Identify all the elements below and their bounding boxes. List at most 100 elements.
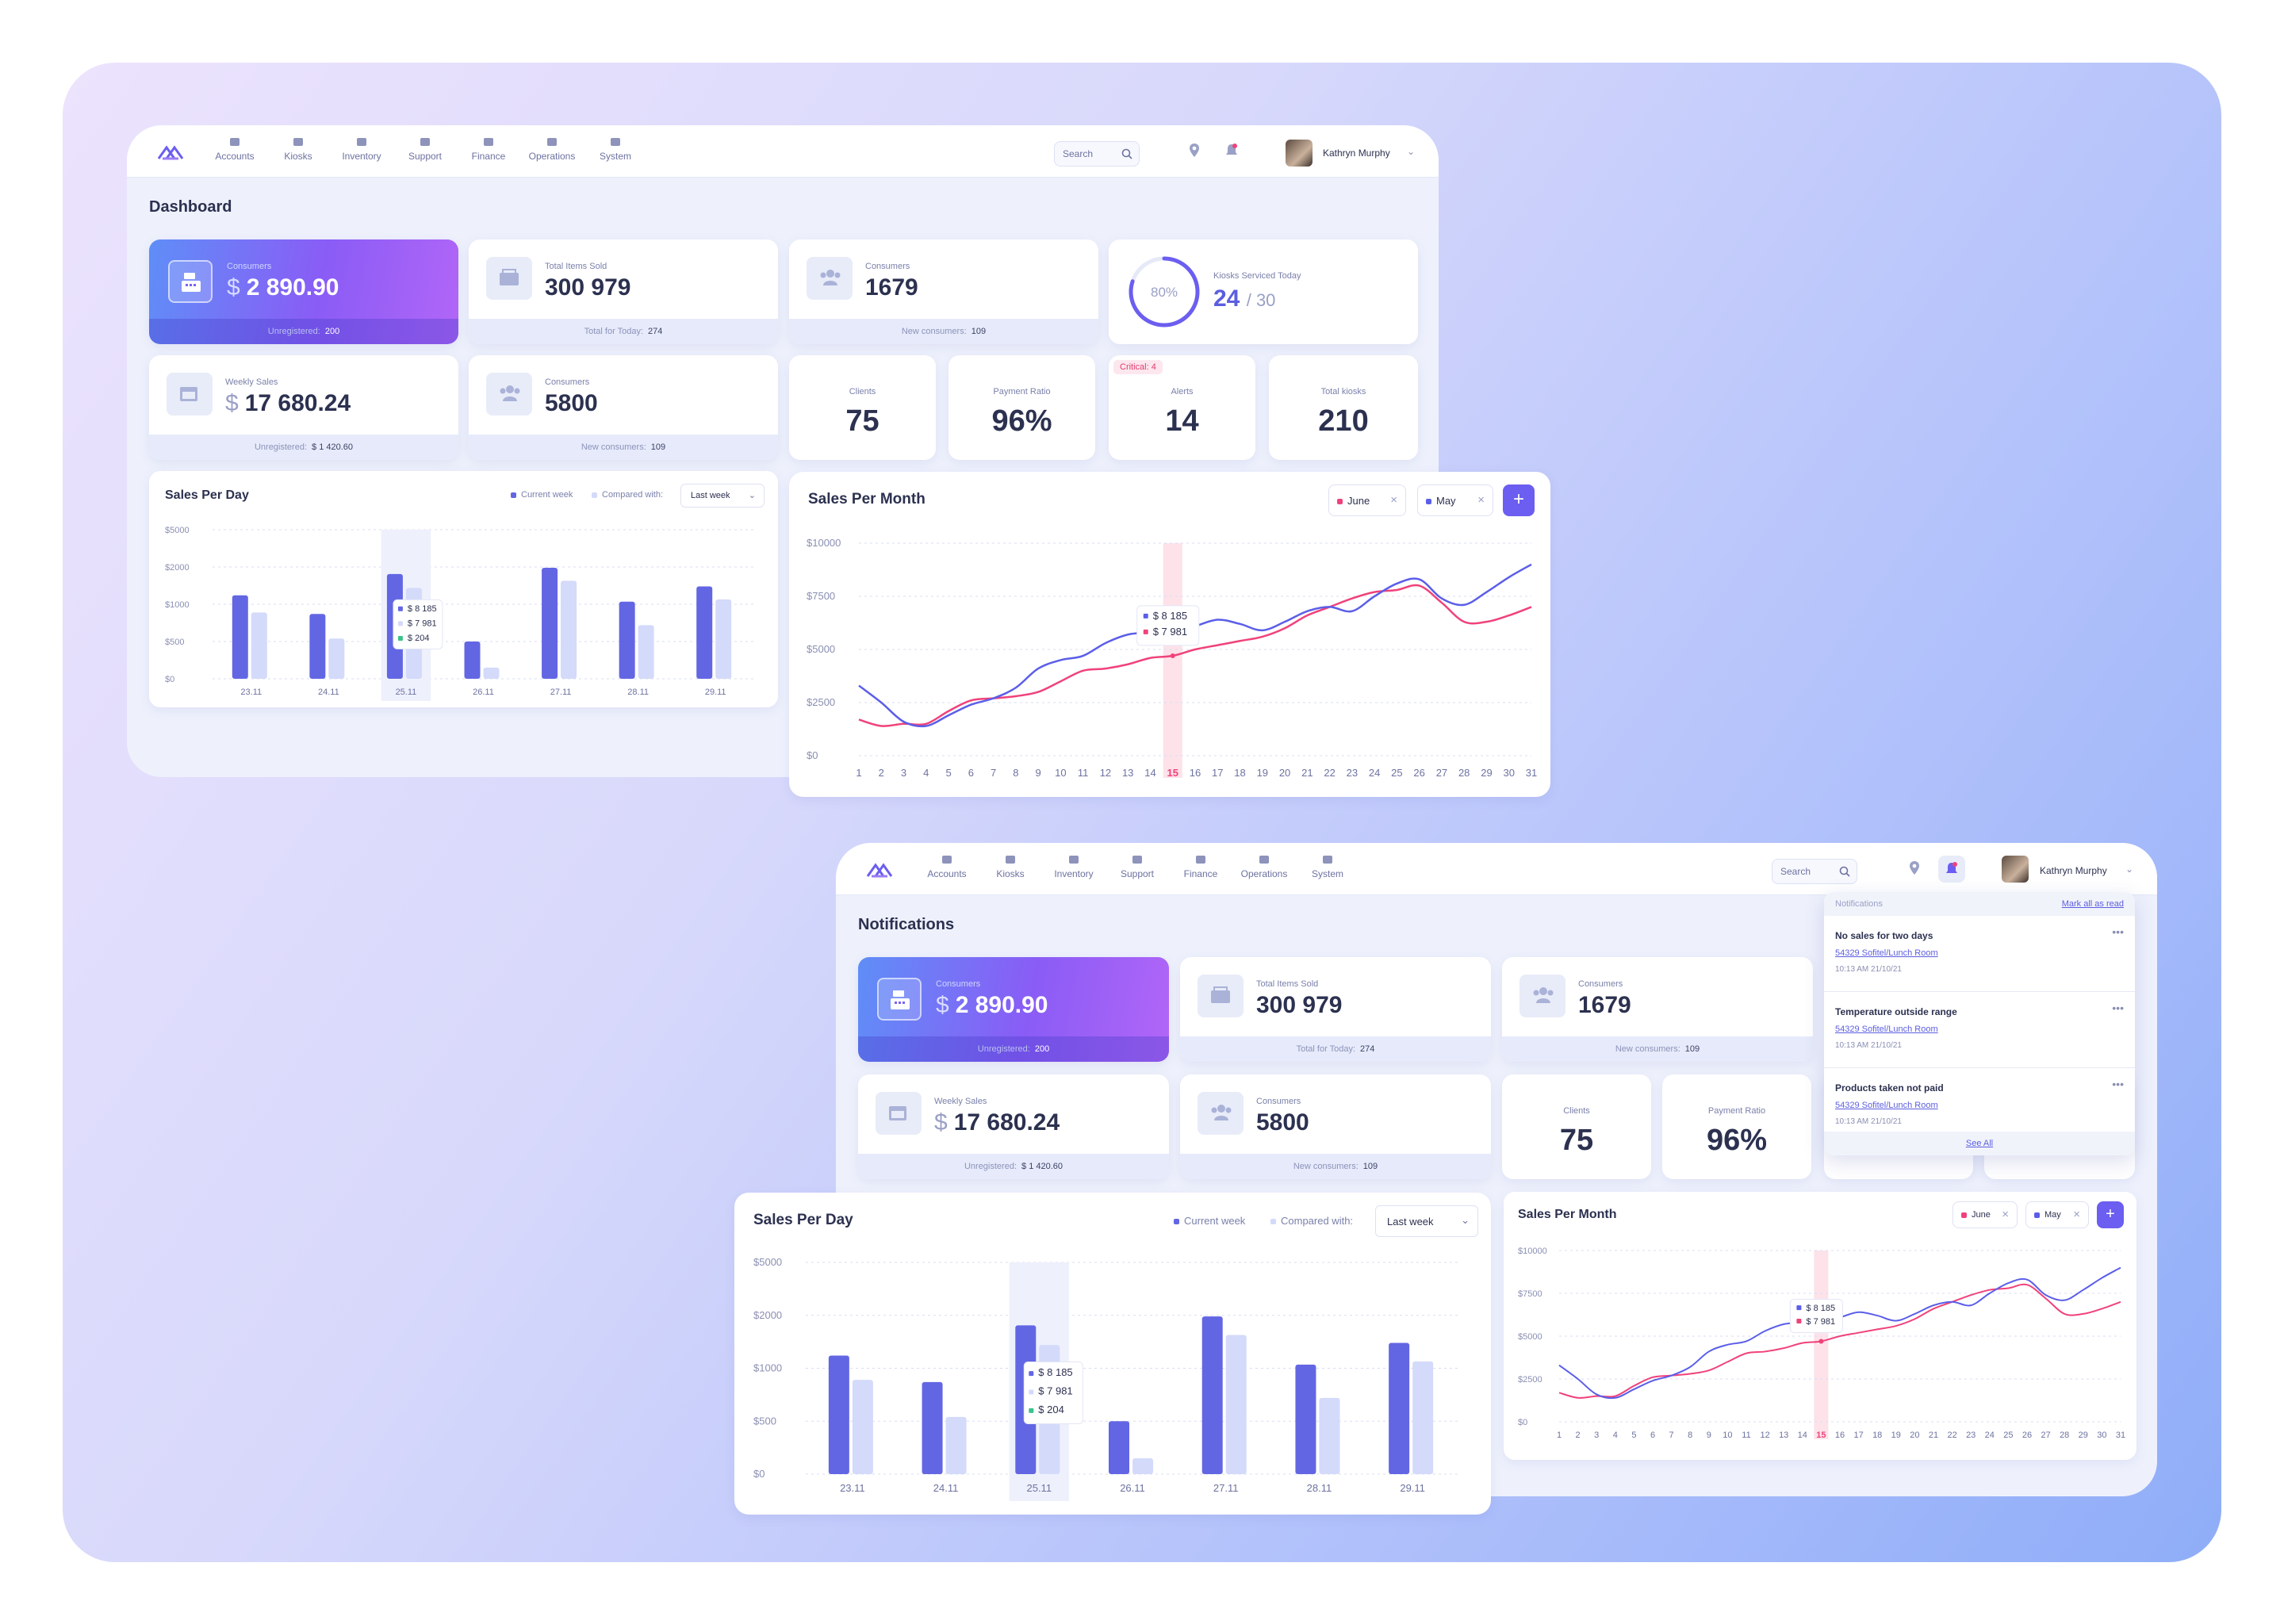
total-items-sold-card[interactable]: Total Items Sold 300 979 Total for Today… — [1180, 957, 1491, 1062]
more-options-icon[interactable]: ••• — [2112, 1078, 2124, 1090]
total-kiosks-card[interactable]: Total kiosks 210 — [1269, 355, 1418, 460]
may-filter-tag[interactable]: May × — [1417, 485, 1493, 516]
bar-compared[interactable] — [638, 625, 654, 679]
nav-item-accounts[interactable]: Accounts — [211, 136, 259, 162]
bar-compared[interactable] — [328, 638, 345, 679]
bar-current[interactable] — [828, 1355, 849, 1474]
bell-button-active[interactable] — [1938, 856, 1965, 883]
app-logo-icon[interactable] — [155, 141, 186, 163]
payment-ratio-card[interactable]: Payment Ratio 96% — [948, 355, 1095, 460]
y-tick-label: $1000 — [753, 1362, 782, 1374]
line-series-june[interactable] — [1558, 1283, 2121, 1399]
bar-compared[interactable] — [1132, 1457, 1153, 1474]
bar-compared[interactable] — [1319, 1397, 1340, 1474]
line-series-may[interactable] — [1558, 1266, 2121, 1400]
notification-link[interactable]: 54329 Sofitel/Lunch Room — [1835, 1101, 1938, 1110]
notification-item[interactable]: Products taken not paid 54329 Sofitel/Lu… — [1824, 1068, 2135, 1144]
consumers-count-card[interactable]: Consumers 1679 New consumers: 109 — [1502, 957, 1813, 1062]
x-tick-label: 23.11 — [240, 688, 262, 697]
chevron-down-icon[interactable]: ⌄ — [2125, 864, 2134, 875]
bar-compared[interactable] — [251, 612, 267, 679]
payment-ratio-card[interactable]: Payment Ratio 96% — [1662, 1074, 1811, 1179]
card-label: Total kiosks — [1320, 387, 1366, 396]
location-icon[interactable] — [1908, 860, 1921, 876]
nav-item-operations[interactable]: Operations — [1240, 854, 1288, 879]
notification-item[interactable]: No sales for two days 54329 Sofitel/Lunc… — [1824, 916, 2135, 992]
bar-compared[interactable] — [1225, 1335, 1247, 1474]
search-input[interactable]: Search — [1772, 859, 1857, 884]
card-value: 75 — [845, 404, 879, 438]
consumers-total-card[interactable]: Consumers 5800 New consumers: 109 — [469, 355, 778, 460]
app-logo-icon[interactable] — [864, 859, 895, 881]
bar-current[interactable] — [232, 595, 248, 679]
bar-current[interactable] — [1201, 1316, 1223, 1474]
nav-item-accounts[interactable]: Accounts — [923, 854, 971, 879]
card-footer: New consumers: 109 — [789, 319, 1098, 344]
more-options-icon[interactable]: ••• — [2112, 925, 2124, 938]
consumers-revenue-card[interactable]: Consumers $2 890.90 Unregistered: 200 — [858, 957, 1169, 1062]
june-filter-tag[interactable]: June × — [1953, 1201, 2018, 1228]
bar-current[interactable] — [1109, 1421, 1129, 1474]
bar-current[interactable] — [1389, 1342, 1410, 1474]
bar-current[interactable] — [696, 586, 713, 679]
nav-item-kiosks[interactable]: Kiosks — [987, 854, 1034, 879]
nav-item-finance[interactable]: Finance — [1177, 854, 1224, 879]
more-options-icon[interactable]: ••• — [2112, 1002, 2124, 1014]
bar-current[interactable] — [309, 614, 326, 679]
see-all-link[interactable]: See All — [1824, 1132, 2135, 1155]
consumers-revenue-card[interactable]: Consumers $2 890.90 Unregistered: 200 — [149, 239, 458, 344]
weekly-sales-card[interactable]: Weekly Sales $17 680.24 Unregistered: $ 1… — [858, 1074, 1169, 1179]
card-value: $2 890.90 — [227, 274, 339, 301]
clients-card[interactable]: Clients 75 — [789, 355, 936, 460]
notification-link[interactable]: 54329 Sofitel/Lunch Room — [1835, 1025, 1938, 1034]
nav-item-inventory[interactable]: Inventory — [1050, 854, 1098, 879]
alerts-card[interactable]: Critical: 4 Alerts 14 — [1109, 355, 1255, 460]
search-input[interactable]: Search — [1054, 141, 1140, 167]
add-series-button[interactable]: + — [1503, 485, 1535, 516]
add-series-button[interactable]: + — [2097, 1201, 2124, 1228]
notification-item[interactable]: Temperature outside range 54329 Sofitel/… — [1824, 992, 2135, 1068]
line-series-june[interactable] — [858, 584, 1532, 727]
nav-item-support[interactable]: Support — [1113, 854, 1161, 879]
nav-item-inventory[interactable]: Inventory — [338, 136, 385, 162]
bar-current[interactable] — [542, 567, 558, 679]
total-items-sold-card[interactable]: Total Items Sold 300 979 Total for Today… — [469, 239, 778, 344]
nav-item-kiosks[interactable]: Kiosks — [274, 136, 322, 162]
consumers-count-card[interactable]: Consumers 1679 New consumers: 109 — [789, 239, 1098, 344]
bar-compared[interactable] — [852, 1380, 873, 1474]
x-tick-label: 8 — [1688, 1431, 1692, 1440]
bar-current[interactable] — [464, 642, 481, 679]
card-value: 14 — [1165, 404, 1199, 438]
bar-compared[interactable] — [561, 580, 577, 679]
user-avatar[interactable] — [2002, 856, 2029, 883]
notification-link[interactable]: 54329 Sofitel/Lunch Room — [1835, 948, 1938, 958]
chevron-down-icon[interactable]: ⌄ — [1407, 146, 1416, 157]
nav-item-system[interactable]: System — [1304, 854, 1351, 879]
user-name[interactable]: Kathryn Murphy — [1323, 147, 1390, 159]
kiosks-serviced-card[interactable]: 80% Kiosks Serviced Today 24 / 30 — [1109, 239, 1418, 344]
bar-compared[interactable] — [483, 667, 500, 679]
nav-item-system[interactable]: System — [592, 136, 639, 162]
bar-current[interactable] — [1295, 1364, 1316, 1474]
bar-compared[interactable] — [1412, 1361, 1434, 1474]
user-name[interactable]: Kathryn Murphy — [2040, 865, 2107, 876]
may-filter-tag[interactable]: May × — [2025, 1201, 2089, 1228]
nav-item-operations[interactable]: Operations — [528, 136, 576, 162]
mark-all-read-link[interactable]: Mark all as read — [2061, 899, 2124, 909]
bar-current[interactable] — [922, 1381, 943, 1474]
bell-icon[interactable] — [1224, 143, 1239, 159]
bar-compared[interactable] — [945, 1416, 967, 1474]
consumers-total-card[interactable]: Consumers 5800 New consumers: 109 — [1180, 1074, 1491, 1179]
compare-period-select[interactable]: Last week ⌄ — [1375, 1205, 1478, 1237]
compare-period-select[interactable]: Last week ⌄ — [680, 484, 765, 508]
nav-item-finance[interactable]: Finance — [465, 136, 512, 162]
user-avatar[interactable] — [1286, 140, 1313, 167]
bar-compared[interactable] — [715, 599, 732, 679]
bar-current[interactable] — [619, 601, 635, 679]
location-icon[interactable] — [1188, 143, 1201, 159]
weekly-sales-card[interactable]: Weekly Sales $17 680.24 Unregistered: $ 1… — [149, 355, 458, 460]
nav-item-support[interactable]: Support — [401, 136, 449, 162]
clients-card[interactable]: Clients 75 — [1502, 1074, 1651, 1179]
june-filter-tag[interactable]: June × — [1328, 485, 1406, 516]
card-value: 5800 — [545, 390, 598, 416]
